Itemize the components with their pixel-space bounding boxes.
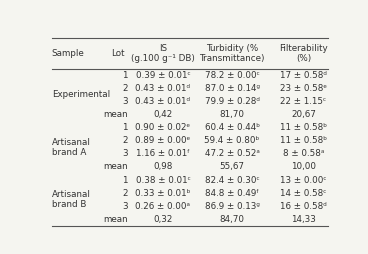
Text: Lot: Lot — [111, 49, 125, 58]
Text: 0.26 ± 0.00ᵃ: 0.26 ± 0.00ᵃ — [135, 202, 190, 211]
Text: 3: 3 — [122, 149, 127, 158]
Text: 79.9 ± 0.28ᵈ: 79.9 ± 0.28ᵈ — [205, 97, 259, 106]
Text: mean: mean — [103, 162, 127, 171]
Text: 20,67: 20,67 — [291, 110, 316, 119]
Text: 3: 3 — [122, 202, 127, 211]
Text: 10,00: 10,00 — [291, 162, 316, 171]
Text: 0,42: 0,42 — [153, 110, 173, 119]
Text: 81,70: 81,70 — [220, 110, 245, 119]
Text: 84,70: 84,70 — [220, 215, 245, 224]
Text: 78.2 ± 0.00ᶜ: 78.2 ± 0.00ᶜ — [205, 71, 259, 80]
Text: mean: mean — [103, 110, 127, 119]
Text: 55,67: 55,67 — [220, 162, 245, 171]
Text: 13 ± 0.00ᶜ: 13 ± 0.00ᶜ — [280, 176, 327, 184]
Text: IS
(g.100 g⁻¹ DB): IS (g.100 g⁻¹ DB) — [131, 44, 195, 63]
Text: 0,32: 0,32 — [153, 215, 173, 224]
Text: 2: 2 — [122, 84, 127, 93]
Text: 60.4 ± 0.44ᵇ: 60.4 ± 0.44ᵇ — [205, 123, 259, 132]
Text: 86.9 ± 0.13ᵍ: 86.9 ± 0.13ᵍ — [205, 202, 259, 211]
Text: 0.43 ± 0.01ᵈ: 0.43 ± 0.01ᵈ — [135, 97, 190, 106]
Text: Turbidity (%
Transmittance): Turbidity (% Transmittance) — [199, 44, 265, 63]
Text: 82.4 ± 0.30ᶜ: 82.4 ± 0.30ᶜ — [205, 176, 259, 184]
Text: Experimental: Experimental — [52, 90, 110, 99]
Text: 2: 2 — [122, 189, 127, 198]
Text: 47.2 ± 0.52ᵃ: 47.2 ± 0.52ᵃ — [205, 149, 259, 158]
Text: 3: 3 — [122, 97, 127, 106]
Text: Sample: Sample — [52, 49, 84, 58]
Text: 1.16 ± 0.01ᶠ: 1.16 ± 0.01ᶠ — [136, 149, 190, 158]
Text: Artisanal
brand A: Artisanal brand A — [52, 138, 91, 157]
Text: 87.0 ± 0.14ᵍ: 87.0 ± 0.14ᵍ — [205, 84, 259, 93]
Text: 23 ± 0.58ᵉ: 23 ± 0.58ᵉ — [280, 84, 327, 93]
Text: 11 ± 0.58ᵇ: 11 ± 0.58ᵇ — [280, 136, 327, 145]
Text: 16 ± 0.58ᵈ: 16 ± 0.58ᵈ — [280, 202, 327, 211]
Text: 17 ± 0.58ᵈ: 17 ± 0.58ᵈ — [280, 71, 327, 80]
Text: 1: 1 — [122, 123, 127, 132]
Text: mean: mean — [103, 215, 127, 224]
Text: 14,33: 14,33 — [291, 215, 316, 224]
Text: 8 ± 0.58ᵃ: 8 ± 0.58ᵃ — [283, 149, 324, 158]
Text: 0.38 ± 0.01ᶜ: 0.38 ± 0.01ᶜ — [135, 176, 190, 184]
Text: 22 ± 1.15ᶜ: 22 ± 1.15ᶜ — [280, 97, 326, 106]
Text: Artisanal
brand B: Artisanal brand B — [52, 190, 91, 209]
Text: 0,98: 0,98 — [153, 162, 173, 171]
Text: 11 ± 0.58ᵇ: 11 ± 0.58ᵇ — [280, 123, 327, 132]
Text: 0.39 ± 0.01ᶜ: 0.39 ± 0.01ᶜ — [136, 71, 190, 80]
Text: 2: 2 — [122, 136, 127, 145]
Text: 0.89 ± 0.00ᵉ: 0.89 ± 0.00ᵉ — [135, 136, 191, 145]
Text: 0.90 ± 0.02ᵉ: 0.90 ± 0.02ᵉ — [135, 123, 191, 132]
Text: Filterability
(%): Filterability (%) — [279, 44, 328, 63]
Text: 59.4 ± 0.80ᵇ: 59.4 ± 0.80ᵇ — [205, 136, 260, 145]
Text: 0.33 ± 0.01ᵇ: 0.33 ± 0.01ᵇ — [135, 189, 191, 198]
Text: 14 ± 0.58ᶜ: 14 ± 0.58ᶜ — [280, 189, 326, 198]
Text: 1: 1 — [122, 71, 127, 80]
Text: 1: 1 — [122, 176, 127, 184]
Text: 0.43 ± 0.01ᵈ: 0.43 ± 0.01ᵈ — [135, 84, 190, 93]
Text: 84.8 ± 0.49ᶠ: 84.8 ± 0.49ᶠ — [205, 189, 259, 198]
